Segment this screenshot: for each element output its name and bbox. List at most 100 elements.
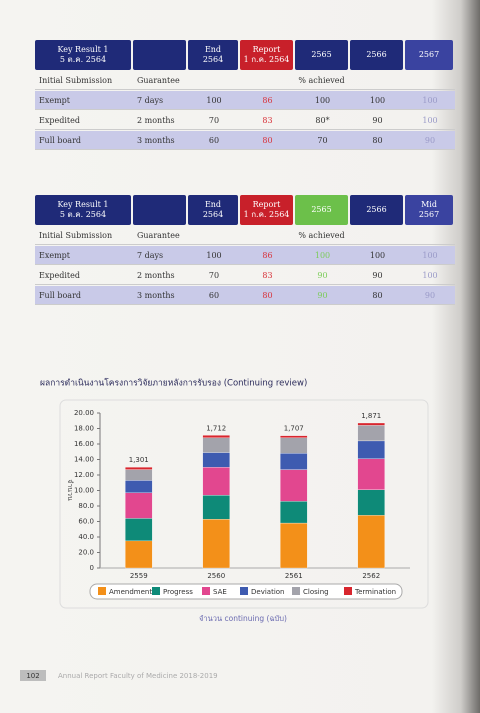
bar-segment <box>202 494 230 520</box>
subheader-label: Initial Submission <box>35 226 133 245</box>
column-header: 2566 <box>350 40 403 70</box>
legend-label: Deviation <box>251 588 284 596</box>
value-cell: 100 <box>188 246 240 265</box>
bar-segment <box>280 469 308 502</box>
value-cell: 86 <box>240 91 295 110</box>
column-header: 2566 <box>350 195 403 225</box>
legend-swatch <box>344 587 352 595</box>
total-label: 1,707 <box>284 425 304 433</box>
header-line: End <box>204 200 222 209</box>
bar-segment <box>357 440 385 459</box>
blank-header <box>133 195 186 225</box>
value-cell: 100 <box>405 91 455 110</box>
row-label: Exempt <box>35 246 133 265</box>
column-header: 2565 <box>295 40 348 70</box>
legend-swatch <box>292 587 300 595</box>
total-label: 1,301 <box>129 456 149 464</box>
value-cell: 60 <box>188 286 240 305</box>
row-label: Exempt <box>35 91 133 110</box>
value-cell: 100 <box>350 91 405 110</box>
value-cell: 90 <box>350 111 405 130</box>
value-cell: 70 <box>188 111 240 130</box>
value-cell: 83 <box>240 266 295 285</box>
header-line: Key Result 1 <box>57 200 109 209</box>
row-label: Expedited <box>35 266 133 285</box>
column-header: Report 1 ก.ค. 2564 <box>240 40 293 70</box>
value-cell: 90 <box>350 266 405 285</box>
header-line: 2565 <box>311 50 332 59</box>
bar-segment <box>125 480 153 493</box>
legend-label: Closing <box>303 588 329 596</box>
bar-segment <box>357 515 385 569</box>
value-cell: 100 <box>405 246 455 265</box>
value-cell: 100 <box>350 246 405 265</box>
page-number: 102 <box>26 672 39 680</box>
x-tick-label: 2559 <box>130 572 148 580</box>
value-cell: 80 <box>240 286 295 305</box>
value-cell: 60 <box>188 131 240 150</box>
row-label: 3 months <box>133 286 188 305</box>
value-cell: 86 <box>240 246 295 265</box>
blank-header <box>133 40 186 70</box>
y-tick-label: 18.00 <box>74 425 94 433</box>
row-label: Full board <box>35 131 133 150</box>
value-cell: 100 <box>405 266 455 285</box>
column-header: 2567 <box>405 40 453 70</box>
bar-segment <box>202 519 230 569</box>
y-tick-label: 20.0 <box>78 549 94 557</box>
value-cell: 70 <box>295 131 350 150</box>
x-tick-label: 2562 <box>362 572 380 580</box>
row-label: 2 months <box>133 111 188 130</box>
value-cell: 100 <box>405 111 455 130</box>
total-label: 1,712 <box>206 424 226 432</box>
bar-segment <box>280 501 308 524</box>
header-line: 5 ต.ค. 2564 <box>59 55 107 64</box>
header-line: 2564 <box>202 210 224 219</box>
x-tick-label: 2561 <box>285 572 303 580</box>
y-tick-label: 16.00 <box>74 440 94 448</box>
chart-frame <box>59 399 429 609</box>
legend-swatch <box>98 587 106 595</box>
y-tick-label: 10.00 <box>74 487 94 495</box>
bar-segment <box>357 422 385 426</box>
row-label: 2 months <box>133 266 188 285</box>
header-line: Key Result 1 <box>57 45 109 54</box>
bar-segment <box>202 437 230 453</box>
column-header: Report 1 ก.ค. 2564 <box>240 195 293 225</box>
header-line: 2565 <box>311 205 332 214</box>
value-cell: 90 <box>295 286 350 305</box>
bar-segment <box>280 522 308 569</box>
legend-label: SAE <box>213 588 227 596</box>
bar-segment <box>202 467 230 496</box>
y-tick-label: 0 <box>90 564 94 572</box>
value-cell: 80* <box>295 111 350 130</box>
column-header: Mid 2567 <box>405 195 453 225</box>
legend-label: Amendment <box>109 588 152 596</box>
row-label: 7 days <box>133 246 188 265</box>
bar-segment <box>280 435 308 438</box>
y-tick-label: 60.0 <box>78 518 94 526</box>
value-cell: 80 <box>350 131 405 150</box>
chart-title: ผลการดำเนินงานโครงการวิจัยภายหลังการรับร… <box>40 378 307 389</box>
legend-swatch <box>202 587 210 595</box>
row-label: Full board <box>35 286 133 305</box>
legend-swatch <box>240 587 248 595</box>
value-cell: 90 <box>405 286 455 305</box>
bar-segment <box>202 452 230 468</box>
subheader-label: Initial Submission <box>35 71 133 90</box>
total-label: 1,871 <box>361 412 381 420</box>
value-cell: 80 <box>350 286 405 305</box>
column-header: End 2564 <box>188 40 238 70</box>
value-cell: 100 <box>188 91 240 110</box>
header-line: 1 ก.ค. 2564 <box>243 210 290 219</box>
header-line: Report <box>252 45 281 54</box>
header-line: 2564 <box>202 55 224 64</box>
bar-segment <box>202 435 230 438</box>
x-axis-title: จำนวน continuing (ฉบับ) <box>199 614 287 623</box>
header-line: 1 ก.ค. 2564 <box>243 55 290 64</box>
bar-segment <box>125 492 153 519</box>
